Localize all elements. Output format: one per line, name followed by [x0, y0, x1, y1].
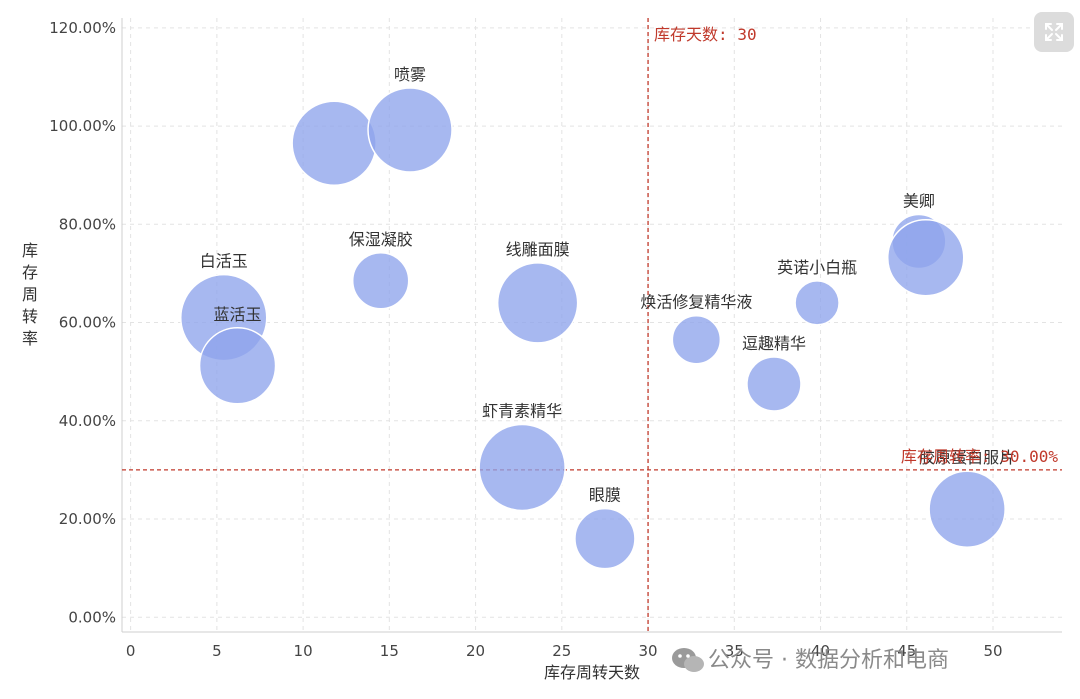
x-axis-title: 库存周转天数 — [544, 663, 640, 682]
y-tick-label: 0.00% — [68, 608, 116, 626]
bubble-label: 美卿 — [903, 191, 935, 210]
y-axis-title-char: 周 — [22, 285, 38, 304]
bubble-label: 保湿凝胶 — [349, 230, 413, 249]
bubble — [746, 356, 802, 412]
reference-lines — [122, 18, 1062, 632]
x-tick-label: 5 — [212, 642, 222, 660]
x-tick-label: 30 — [639, 642, 658, 660]
bubbles — [180, 87, 1006, 570]
bubble — [351, 252, 410, 310]
bubble — [291, 100, 377, 187]
x-tick-label: 0 — [126, 642, 136, 660]
bubble — [928, 470, 1006, 548]
bubble-label: 虾青素精华 — [482, 401, 562, 420]
y-axis-title-char: 率 — [22, 329, 38, 348]
x-tick-label: 10 — [294, 642, 313, 660]
axes: 0 5 10 15 20 25 30 35 40 45 50 0.00% 20.00% 40.00% 60.… — [49, 18, 1062, 660]
bubble-label: 焕活修复精华液 — [640, 293, 752, 312]
watermark-text: 公众号 · 数据分析和电商 — [708, 648, 949, 673]
y-tick-label: 40.00% — [59, 412, 116, 430]
ref-label-x: 库存天数: 30 — [654, 25, 757, 44]
y-axis-title-char: 库 — [22, 241, 38, 260]
reference-labels: 库存天数: 30 库存周转率: 30.00% — [654, 25, 1058, 466]
bubble — [671, 314, 722, 365]
y-tick-label: 20.00% — [59, 510, 116, 528]
y-tick-label: 60.00% — [59, 314, 116, 332]
y-axis-title-char: 转 — [22, 307, 38, 326]
x-tick-label: 45 — [897, 642, 916, 660]
bubble-label: 胶原蛋白服片 — [919, 448, 1015, 467]
bubble-label: 蓝活玉 — [214, 305, 262, 324]
bubble-label: 英诺小白瓶 — [777, 258, 857, 277]
wechat-icon — [672, 648, 704, 672]
x-tick-label: 50 — [983, 642, 1002, 660]
x-tick-label: 15 — [380, 642, 399, 660]
y-axis-title: 库存周转率 — [22, 241, 38, 348]
watermark: 公众号 · 数据分析和电商 — [672, 648, 949, 673]
bubble — [198, 327, 277, 405]
y-tick-label: 100.00% — [49, 117, 116, 135]
bubble — [496, 262, 579, 344]
y-axis-title-char: 存 — [22, 263, 38, 282]
bubble — [367, 87, 453, 173]
bubble-label: 喷雾 — [394, 65, 426, 84]
x-tick-label: 40 — [811, 642, 830, 660]
bubble-label: 线雕面膜 — [506, 240, 570, 259]
ref-label-y: 库存周转率: 30.00% — [901, 447, 1058, 466]
bubble-label: 白活玉 — [200, 252, 248, 271]
x-tick-label: 20 — [466, 642, 485, 660]
y-tick-label: 120.00% — [49, 19, 116, 37]
expand-button[interactable] — [1034, 12, 1074, 52]
y-tick-label: 80.00% — [59, 215, 116, 233]
bubble-label: 眼膜 — [589, 486, 621, 505]
x-tick-label: 35 — [725, 642, 744, 660]
bubble — [478, 423, 566, 512]
x-tick-label: 25 — [552, 642, 571, 660]
bubble — [794, 280, 840, 326]
bubble — [886, 218, 965, 297]
expand-icon — [1045, 23, 1063, 41]
bubble — [574, 507, 636, 570]
bubble-label: 逗趣精华 — [742, 334, 806, 353]
